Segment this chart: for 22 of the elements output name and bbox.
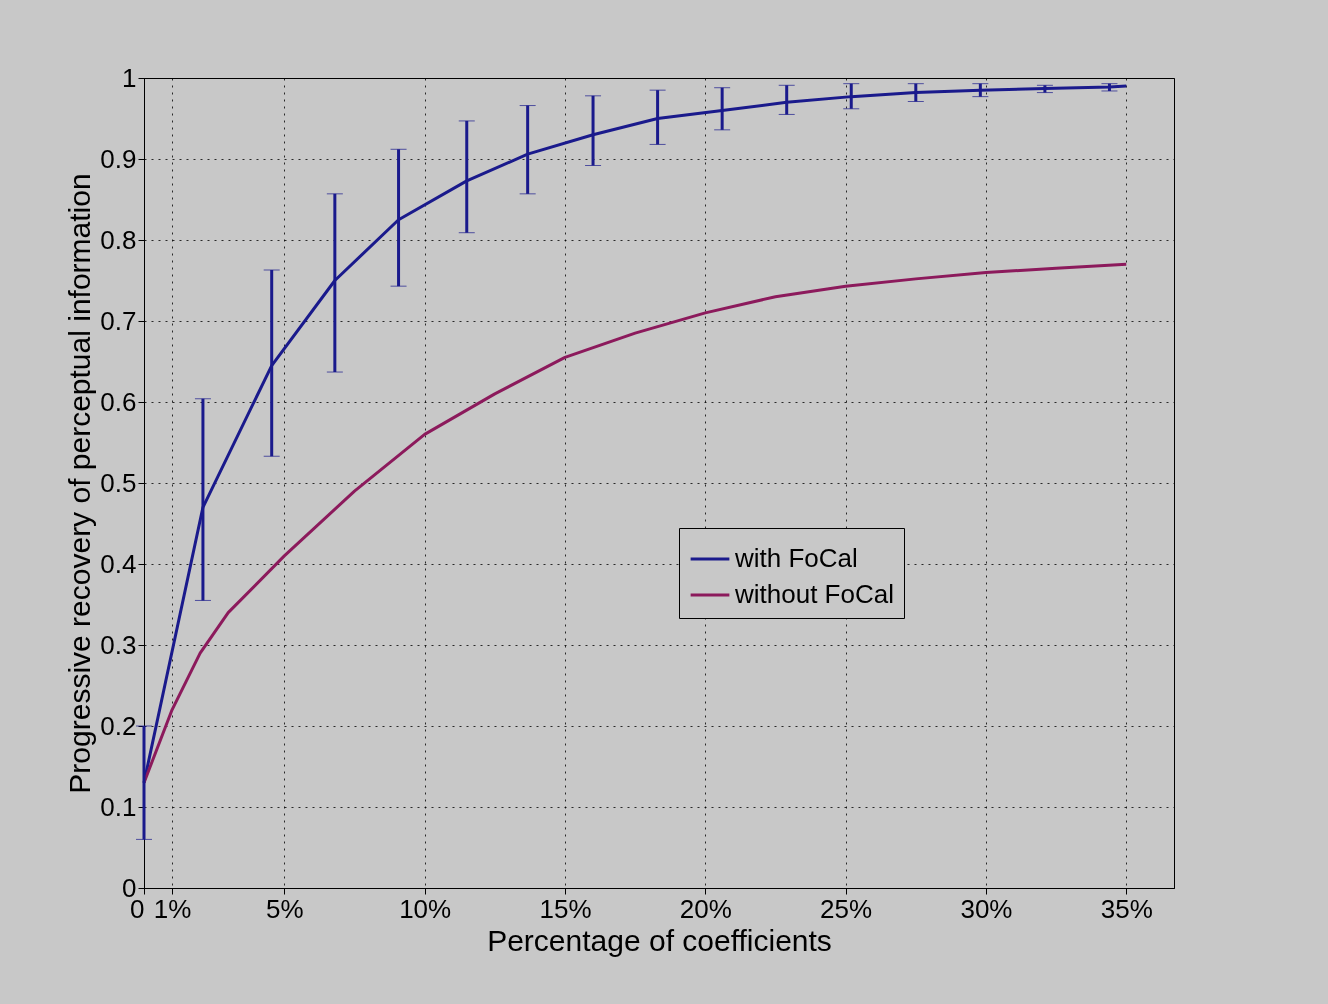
y-tick-label: 0.8 [100,224,137,255]
y-tick-label: 0.5 [100,467,137,498]
y-tick-label: 0.4 [100,548,137,579]
x-tick-label: 10% [399,893,452,924]
y-axis-title: Progressive recovery of perceptual information [63,173,97,794]
y-tick-label: 0.2 [100,710,137,741]
x-tick-label: 25% [820,893,873,924]
y-tick-label: 1 [122,62,137,93]
y-tick-label: 0.6 [100,386,137,417]
x-tick-label: 30% [960,893,1013,924]
y-tick-label: 0.9 [100,143,137,174]
x-tick-label: 35% [1100,893,1153,924]
y-tick-label: 0.7 [100,305,137,336]
y-tick-label: 0.3 [100,629,137,660]
y-tick-label: 0.1 [100,791,137,822]
x-axis-title: Percentage of coefficients [487,923,832,957]
x-tick-label: 15% [539,893,592,924]
legend-label: without FoCal [734,579,894,609]
x-tick-label: 5% [266,893,304,924]
legend-label: with FoCal [734,543,858,573]
x-tick-label: 20% [679,893,732,924]
x-tick-label: 1% [153,893,192,924]
